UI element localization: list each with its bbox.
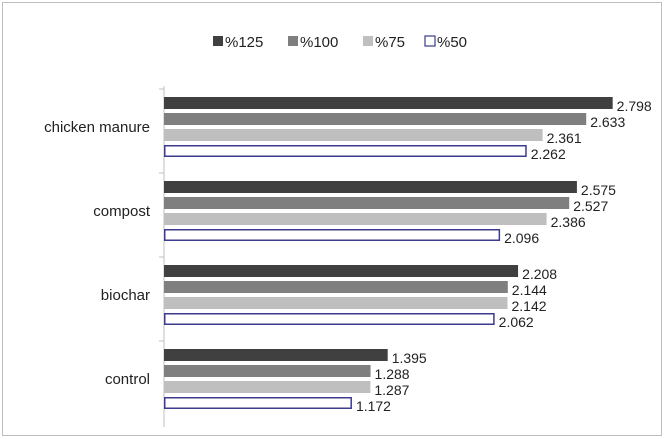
legend-label: %125	[225, 34, 263, 51]
bar	[164, 229, 501, 241]
data-label: 1.172	[356, 398, 391, 414]
data-label: 2.527	[573, 198, 608, 214]
bar	[164, 197, 570, 209]
data-label: 2.208	[522, 266, 557, 282]
y-tick-label: compost	[93, 203, 151, 220]
bar	[164, 313, 495, 325]
bar	[164, 113, 587, 125]
data-label: 2.633	[590, 114, 625, 130]
bar-chart: %125 %100 %75 %50 chicken manure compost bioc…	[44, 34, 652, 427]
bar	[164, 181, 577, 193]
y-tick-label: biochar	[101, 287, 150, 304]
data-label: 2.096	[504, 230, 539, 246]
data-label: 2.798	[617, 98, 652, 114]
bar	[164, 397, 352, 409]
bar	[164, 349, 388, 361]
legend-label: %100	[300, 34, 338, 51]
legend-swatch	[213, 36, 223, 46]
data-label: 1.287	[374, 382, 409, 398]
bar	[164, 265, 519, 277]
data-label: 2.361	[547, 130, 582, 146]
bar	[164, 213, 547, 225]
legend: %125 %100 %75 %50	[213, 34, 467, 51]
bar	[164, 129, 543, 141]
data-label: 1.395	[392, 350, 427, 366]
bar-series	[164, 97, 613, 409]
data-label: 2.144	[512, 282, 547, 298]
y-axis-ticks: chicken manure compost biochar control	[44, 88, 164, 388]
legend-swatch	[288, 36, 298, 46]
data-label: 1.288	[375, 366, 410, 382]
bar	[164, 381, 371, 393]
data-label: 2.386	[551, 214, 586, 230]
data-label: 2.575	[581, 182, 616, 198]
bar	[164, 365, 371, 377]
bar	[164, 297, 508, 309]
data-label: 2.142	[511, 298, 546, 314]
data-label: 2.062	[499, 314, 534, 330]
legend-label: %50	[437, 34, 467, 51]
y-tick-label: chicken manure	[44, 119, 150, 136]
y-tick-label: control	[105, 371, 150, 388]
bar	[164, 281, 508, 293]
legend-swatch	[424, 35, 436, 47]
data-label: 2.262	[531, 146, 566, 162]
bar	[164, 97, 613, 109]
bar	[164, 145, 527, 157]
legend-label: %75	[375, 34, 405, 51]
legend-swatch	[363, 36, 373, 46]
